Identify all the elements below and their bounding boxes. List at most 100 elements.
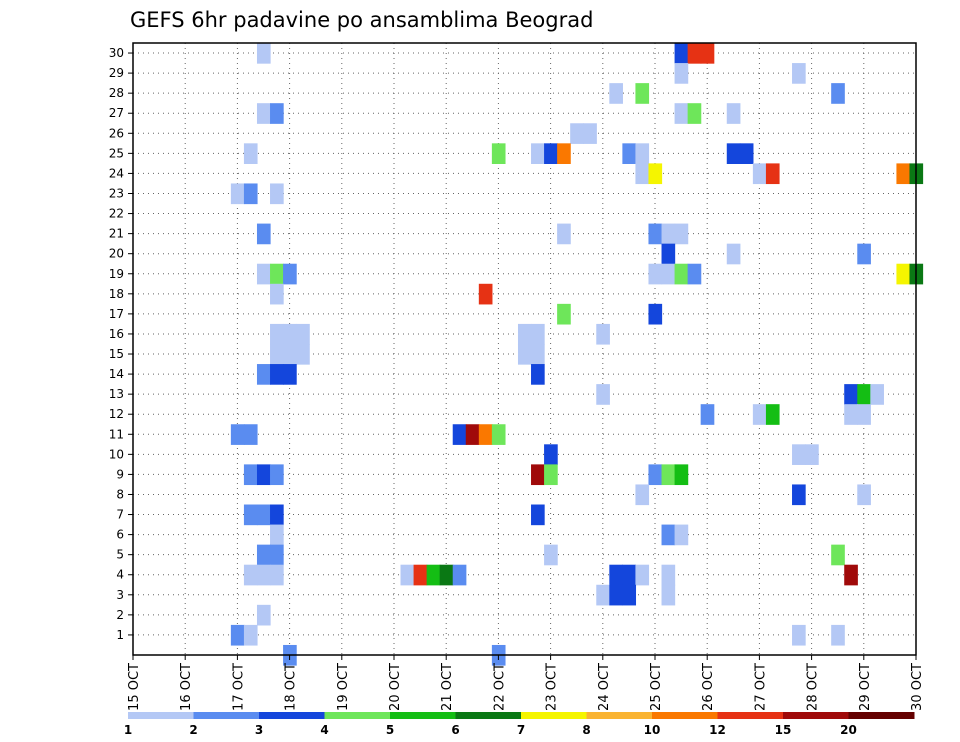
precip-cell xyxy=(635,564,650,586)
precip-cell xyxy=(752,404,767,425)
precip-cell xyxy=(596,384,610,405)
precip-cell xyxy=(230,624,245,646)
x-tick-label: 25 OCT xyxy=(649,663,664,711)
precip-cell xyxy=(687,263,702,285)
precip-cell xyxy=(296,323,310,345)
precip-cell xyxy=(531,504,545,526)
precip-cell xyxy=(661,223,676,245)
precip-cell xyxy=(622,584,637,606)
precip-cell xyxy=(674,263,689,285)
y-tick-label: 19 xyxy=(109,267,124,281)
precip-cell xyxy=(674,524,689,546)
legend-swatch xyxy=(783,712,849,719)
x-tick-label: 28 OCT xyxy=(806,663,821,711)
y-tick-label: 7 xyxy=(116,508,124,522)
y-tick-label: 26 xyxy=(109,126,124,140)
precip-cell xyxy=(465,424,480,445)
legend-label: 5 xyxy=(386,723,394,737)
precip-cell xyxy=(270,103,284,124)
x-tick-label: 20 OCT xyxy=(388,663,403,711)
precip-cell xyxy=(256,564,271,586)
precip-cell xyxy=(583,123,597,144)
x-tick-label: 23 OCT xyxy=(545,663,560,711)
precip-cell xyxy=(635,83,650,104)
precip-cell xyxy=(283,343,297,365)
legend-label: 10 xyxy=(644,723,661,737)
precip-cell xyxy=(256,504,271,526)
precip-cell xyxy=(831,544,845,566)
legend-label: 20 xyxy=(840,723,857,737)
x-tick-label: 22 OCT xyxy=(492,663,507,711)
precip-cell xyxy=(831,624,845,646)
precip-cell xyxy=(544,464,558,486)
precip-cell xyxy=(557,143,571,164)
precip-cell xyxy=(256,464,271,486)
precip-cell xyxy=(700,43,715,64)
y-tick-label: 12 xyxy=(109,407,124,421)
precip-cell xyxy=(805,444,819,465)
x-tick-label: 17 OCT xyxy=(231,663,246,711)
y-tick-label: 30 xyxy=(109,46,124,60)
precip-cell xyxy=(857,243,871,265)
precip-cell xyxy=(413,564,428,586)
precip-cell xyxy=(531,464,545,486)
x-tick-label: 21 OCT xyxy=(440,663,455,711)
precip-cell xyxy=(674,223,689,245)
precip-cell xyxy=(531,143,545,164)
precip-cell xyxy=(270,323,284,345)
precip-cell xyxy=(544,444,558,465)
precip-cell xyxy=(635,143,650,164)
precip-cell xyxy=(792,484,806,506)
legend-label: 8 xyxy=(582,723,590,737)
precip-cell xyxy=(609,564,623,586)
precip-cell xyxy=(243,464,258,486)
precip-cell xyxy=(739,143,754,164)
precip-cell xyxy=(661,524,676,546)
legend-swatch xyxy=(390,712,456,719)
precip-cell xyxy=(648,223,663,245)
y-tick-label: 6 xyxy=(116,528,124,542)
precip-cell xyxy=(726,143,741,164)
precip-cell xyxy=(296,343,310,365)
precip-cell xyxy=(243,624,258,646)
precip-cell xyxy=(596,584,610,606)
precip-cell xyxy=(661,263,676,285)
precip-cell xyxy=(844,564,858,586)
chart-title: GEFS 6hr padavine po ansamblima Beograd xyxy=(130,8,593,32)
y-tick-label: 11 xyxy=(109,427,124,441)
precip-cell xyxy=(452,424,467,445)
y-tick-label: 9 xyxy=(116,467,124,481)
precip-cell xyxy=(256,43,271,64)
precip-cell xyxy=(792,624,806,646)
legend-swatch xyxy=(848,712,915,719)
precip-cell xyxy=(648,163,663,185)
precip-cell xyxy=(765,404,780,425)
precip-cell xyxy=(531,343,545,365)
precip-cell xyxy=(896,163,911,185)
plot-frame xyxy=(132,42,917,656)
legend-label: 15 xyxy=(775,723,792,737)
precip-cell xyxy=(270,263,284,285)
legend-swatch xyxy=(717,712,784,719)
precip-cell xyxy=(687,103,702,124)
y-tick-label: 27 xyxy=(109,106,124,120)
legend-label: 6 xyxy=(451,723,459,737)
y-tick-label: 20 xyxy=(109,247,124,261)
precip-cell xyxy=(283,263,297,285)
y-tick-label: 16 xyxy=(109,327,124,341)
precip-cell xyxy=(230,183,245,205)
y-tick-label: 8 xyxy=(116,487,124,501)
precip-cell xyxy=(478,283,493,305)
legend-label: 4 xyxy=(320,723,328,737)
y-tick-label: 2 xyxy=(116,608,124,622)
y-tick-label: 5 xyxy=(116,548,124,562)
color-legend: 1 2 3 4 5 6 7 8 10 12 15 20 xyxy=(124,712,915,737)
y-axis: 1234567891011121314151617181920212223242… xyxy=(109,46,133,642)
precip-cell xyxy=(452,564,467,586)
precip-cell xyxy=(283,323,297,345)
precip-cell xyxy=(531,323,545,345)
precip-cell xyxy=(857,384,871,405)
precip-cell xyxy=(491,143,506,164)
precip-cell xyxy=(674,43,689,64)
